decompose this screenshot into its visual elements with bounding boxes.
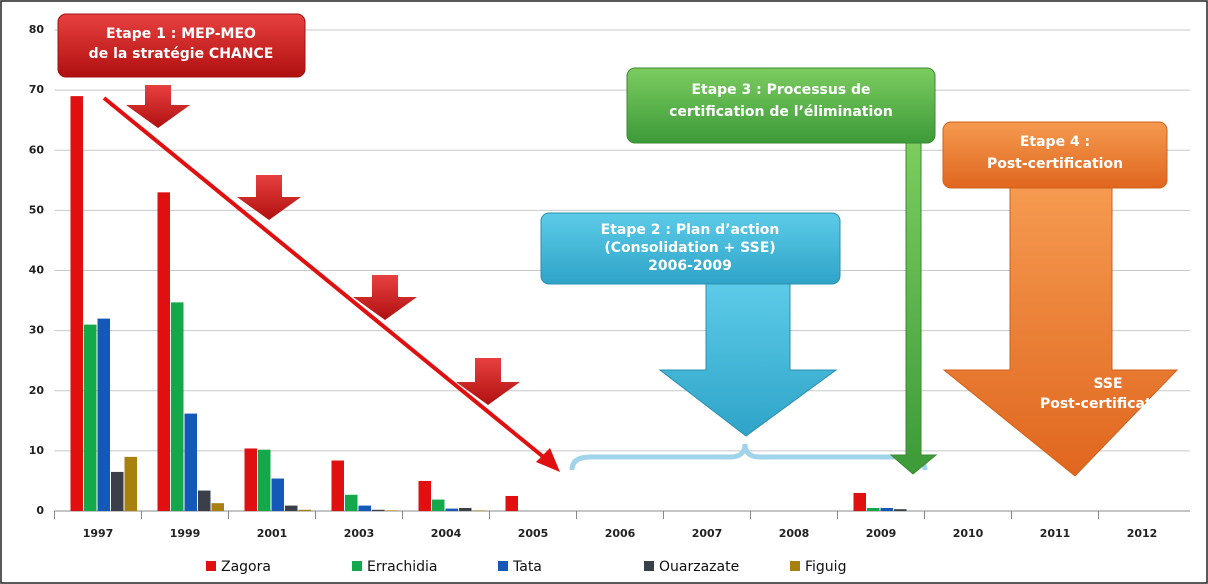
x-tick-label: 2012 — [1127, 527, 1158, 540]
bar — [853, 492, 866, 511]
x-tick-label: 2006 — [605, 527, 636, 540]
bar — [84, 324, 97, 511]
y-tick-label: 20 — [29, 384, 45, 397]
legend-label: Figuig — [805, 559, 846, 575]
legend-swatch — [498, 561, 508, 571]
bar — [70, 96, 83, 511]
bar — [418, 480, 431, 511]
annotation: Post-certification — [1040, 396, 1176, 412]
x-tick-label: 2008 — [779, 527, 810, 540]
bar — [372, 509, 385, 511]
legend-label: Errachidia — [367, 559, 438, 575]
legend-label: Tata — [512, 559, 542, 575]
annotation-shapes — [57, 13, 1179, 477]
x-tick-label: 2009 — [866, 527, 897, 540]
x-tick-label: 2010 — [953, 527, 984, 540]
bar — [285, 505, 298, 511]
bar — [331, 460, 344, 511]
legend-swatch — [352, 561, 362, 571]
annotation: Post-certification — [987, 156, 1123, 172]
y-tick-label: 80 — [29, 23, 45, 36]
bar — [298, 509, 311, 511]
legend-swatch — [206, 561, 216, 571]
bar — [198, 490, 211, 511]
x-tick-label: 2007 — [692, 527, 723, 540]
annotation: Etape 3 : Processus de — [691, 82, 870, 98]
annotation: Etape 1 : MEP-MEO — [106, 26, 256, 42]
bar — [345, 494, 358, 511]
bar — [171, 302, 184, 511]
x-tick-label: 2004 — [431, 527, 462, 540]
y-tick-label: 60 — [29, 143, 45, 156]
legend-swatch — [644, 561, 654, 571]
y-tick-label: 30 — [29, 324, 45, 337]
y-tick-label: 50 — [29, 203, 45, 216]
legend-label: Ouarzazate — [659, 559, 739, 575]
x-tick-label: 2011 — [1040, 527, 1071, 540]
annotation: SSE — [1093, 376, 1122, 392]
bar — [124, 456, 137, 511]
annotation: Etape 4 : — [1020, 134, 1090, 150]
bar — [472, 510, 485, 511]
bar — [880, 507, 893, 511]
annotation: de la stratégie CHANCE — [89, 46, 274, 62]
annotation: 2006-2009 — [648, 258, 732, 274]
bar — [184, 413, 197, 511]
bar — [258, 449, 271, 511]
y-tick-label: 10 — [29, 444, 45, 457]
x-tick-label: 1997 — [83, 527, 114, 540]
y-tick-label: 40 — [29, 264, 45, 277]
x-tick-label: 2005 — [518, 527, 549, 540]
bar — [157, 192, 170, 511]
legend-swatch — [790, 561, 800, 571]
bar — [867, 507, 880, 511]
y-tick-label: 0 — [36, 504, 44, 517]
annotation: (Consolidation + SSE) — [604, 240, 775, 256]
bar — [445, 508, 458, 511]
bar — [505, 495, 518, 511]
bar — [432, 499, 445, 511]
bar — [358, 505, 371, 511]
bar — [111, 471, 124, 511]
bar — [211, 503, 224, 511]
legend-label: Zagora — [221, 559, 271, 575]
annotation: Etape 2 : Plan d’action — [601, 222, 780, 238]
bar — [459, 507, 472, 511]
bar — [271, 478, 284, 511]
bar — [894, 509, 907, 511]
bar — [244, 448, 257, 511]
x-tick-label: 1999 — [170, 527, 201, 540]
x-tick-label: 2001 — [257, 527, 288, 540]
bar — [385, 510, 398, 511]
y-tick-label: 70 — [29, 83, 45, 96]
x-tick-label: 2003 — [344, 527, 375, 540]
bar — [97, 318, 110, 511]
annotation: certification de l’élimination — [669, 104, 893, 120]
